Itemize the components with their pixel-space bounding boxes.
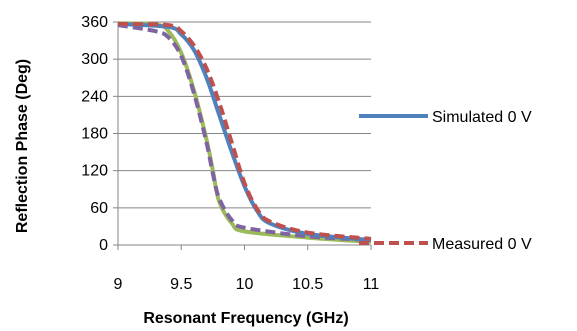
x-tick-label: 11 [363,276,380,293]
y-tick-label: 60 [90,200,108,217]
y-tick-label: 360 [81,14,108,31]
y-axis-title: Reflection Phase (Deg) [14,59,31,233]
series-line-4 [117,23,372,243]
y-tick-label: 240 [81,88,108,105]
x-tick-label: 9.5 [170,276,192,293]
legend-label: Simulated 0 V [432,109,532,126]
x-axis-title: Resonant Frequency (GHz) [143,310,348,327]
series-line-3 [117,21,372,244]
labels-layer: 0 60 120 180 240 300 360 9 9.5 10 10.5 11 [81,14,379,293]
legend-label: Measured 0 V [432,236,532,253]
y-tick-label: 120 [81,163,108,180]
axes-layer [113,21,372,250]
y-tick-label: 0 [99,237,108,254]
legend-layer: Simulated 0 V Measured 0 V [359,109,532,253]
x-tick-label: 10.5 [292,276,323,293]
series-line-1 [117,21,372,243]
y-tick-label: 180 [81,126,108,143]
y-tick-label: 300 [81,51,108,68]
grid-layer [118,21,371,209]
x-tick-label: 10 [236,276,254,293]
series-line-2 [117,21,372,241]
series-layer [117,21,372,244]
x-tick-label: 9 [114,276,123,293]
